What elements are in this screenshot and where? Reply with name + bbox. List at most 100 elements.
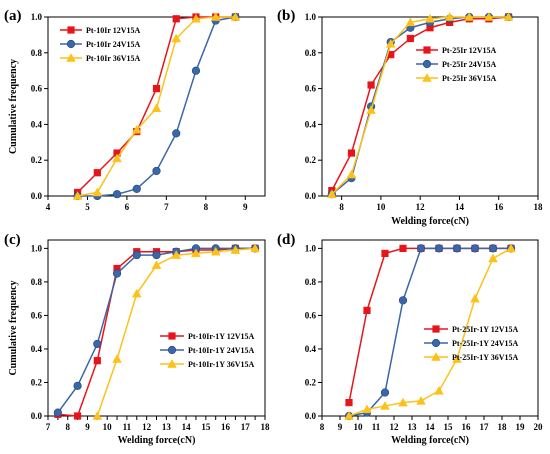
x-tick-label: 18 xyxy=(261,422,271,432)
y-tick-label: 0.6 xyxy=(31,84,43,94)
legend: Pt-10Ir-1Y 12V15A Pt-10Ir-1Y 24V15A Pt-10I… xyxy=(160,332,255,369)
x-tick-label: 15 xyxy=(444,422,454,432)
data-point xyxy=(112,153,122,163)
legend-marker xyxy=(66,53,76,62)
data-point xyxy=(398,397,408,407)
legend-entry: Pt-25Ir-1Y 12V15A xyxy=(452,325,519,334)
data-point xyxy=(406,34,414,43)
data-point xyxy=(73,412,82,420)
series-yellow xyxy=(72,12,241,200)
y-tick-label: 0.8 xyxy=(305,277,317,287)
series-line xyxy=(331,16,509,195)
panel-label: (b) xyxy=(277,8,295,24)
data-point xyxy=(152,250,161,260)
x-tick-label: 15 xyxy=(201,422,211,432)
x-tick-label: 6 xyxy=(125,202,130,212)
x-tick-label: 7 xyxy=(164,202,169,212)
data-point xyxy=(191,13,201,23)
x-tick-label: 9 xyxy=(243,202,248,212)
data-point xyxy=(425,13,435,23)
y-tick-label: 1.0 xyxy=(305,12,317,22)
data-point xyxy=(191,66,201,75)
chart-panel-a: (a) 4 5 6 7 8 9 0.0 0.2 0.4 0.6 0.8 1.0 Cumulative fr… xyxy=(4,8,266,212)
series-red xyxy=(328,13,513,195)
legend: Pt-25Ir 12V15A Pt-25Ir 24V15A Pt-25Ir 36V1… xyxy=(416,46,497,83)
legend-marker xyxy=(423,46,431,54)
data-point xyxy=(131,288,142,298)
x-axis-title: Welding force(cN) xyxy=(391,216,469,227)
data-point xyxy=(172,15,180,23)
x-tick-label: 10 xyxy=(376,202,386,212)
x-tick-label: 20 xyxy=(534,422,544,432)
x-tick-label: 14 xyxy=(182,422,192,432)
legend: Pt-25Ir-1Y 12V15A Pt-25Ir-1Y 24V15A Pt-25I… xyxy=(424,325,519,362)
data-point xyxy=(172,129,181,138)
data-point xyxy=(92,411,103,420)
data-point xyxy=(434,244,444,253)
y-tick-label: 0.0 xyxy=(305,411,317,421)
data-point xyxy=(416,395,426,405)
data-point xyxy=(488,253,498,263)
x-tick-label: 7 xyxy=(46,422,51,432)
data-point xyxy=(326,189,337,198)
data-point xyxy=(132,250,141,260)
series-line xyxy=(331,16,509,191)
data-point xyxy=(362,404,372,414)
legend-entry: Pt-10Ir 36V15A xyxy=(86,54,141,63)
data-point xyxy=(416,244,426,253)
y-tick-label: 0.8 xyxy=(305,48,317,58)
legend-entry: Pt-25Ir 24V15A xyxy=(442,60,497,69)
data-point xyxy=(152,166,161,176)
legend-entry: Pt-25Ir-1Y 24V15A xyxy=(452,339,519,348)
x-tick-label: 8 xyxy=(65,422,70,432)
x-tick-label: 10 xyxy=(103,422,113,432)
legend-entry: Pt-25Ir-1Y 36V15A xyxy=(452,353,519,362)
legend-marker xyxy=(167,345,177,355)
data-point xyxy=(503,12,514,21)
data-point xyxy=(385,38,396,48)
data-point xyxy=(132,184,141,193)
x-tick-label: 17 xyxy=(241,422,251,432)
y-tick-label: 0.0 xyxy=(31,411,43,421)
y-tick-label: 0.2 xyxy=(305,377,317,387)
x-tick-label: 4 xyxy=(46,202,51,212)
legend-entry: Pt-25Ir 36V15A xyxy=(442,74,497,83)
data-point xyxy=(112,269,122,278)
chart-panel-c: (c) 7 8 9 10 11 12 13 14 15 16 17 18 0.0 0.2 0.4 0.6 0.8 1… xyxy=(4,232,270,446)
legend-entry: Pt-10Ir 24V15A xyxy=(86,40,141,49)
data-point xyxy=(381,249,389,258)
data-point xyxy=(344,411,354,420)
data-point xyxy=(93,357,101,365)
x-tick-label: 14 xyxy=(455,202,465,212)
data-point xyxy=(250,243,260,253)
data-point xyxy=(366,105,376,114)
legend-marker xyxy=(422,73,432,82)
data-point xyxy=(506,243,516,253)
data-point xyxy=(380,388,390,397)
data-point xyxy=(191,248,201,258)
data-point xyxy=(345,398,353,407)
x-tick-label: 12 xyxy=(390,422,400,432)
y-tick-label: 0.8 xyxy=(31,48,43,58)
x-tick-label: 8 xyxy=(339,202,344,212)
x-tick-label: 13 xyxy=(408,422,418,432)
y-tick-label: 1.0 xyxy=(305,243,317,253)
data-point xyxy=(93,339,102,349)
data-point xyxy=(93,169,101,177)
legend-entry: Pt-25Ir 12V15A xyxy=(442,46,497,55)
data-point xyxy=(152,85,161,93)
legend-entry: Pt-10Ir-1Y 12V15A xyxy=(188,332,255,341)
x-tick-label: 8 xyxy=(320,422,325,432)
data-point xyxy=(444,12,455,21)
x-tick-label: 11 xyxy=(123,422,132,432)
panel-label: (d) xyxy=(277,232,295,248)
x-tick-label: 12 xyxy=(416,202,426,212)
legend-marker xyxy=(168,332,176,340)
data-point xyxy=(367,81,375,89)
x-tick-label: 8 xyxy=(204,202,209,212)
y-tick-label: 0.8 xyxy=(31,277,43,287)
data-point xyxy=(470,293,480,303)
data-point xyxy=(488,244,498,253)
x-tick-label: 17 xyxy=(480,422,490,432)
data-point xyxy=(230,245,241,254)
